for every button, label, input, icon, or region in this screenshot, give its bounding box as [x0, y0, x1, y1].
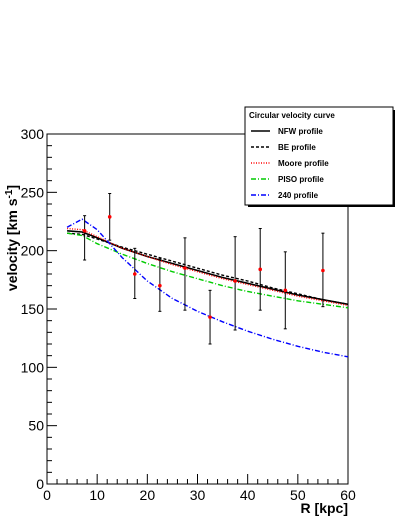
- series-line-4: [66, 218, 349, 358]
- data-point: [132, 272, 137, 276]
- legend-label-3: PISO profile: [278, 175, 324, 184]
- x-tick-label: 20: [140, 487, 156, 503]
- y-tick-label: 300: [21, 126, 45, 142]
- x-tick-label: 50: [290, 487, 306, 503]
- legend-shadow-bottom: [248, 205, 395, 207]
- y-axis-title: velocity [km s-1]: [4, 185, 20, 291]
- data-point: [283, 288, 288, 293]
- legend-label-1: BE profile: [278, 143, 316, 152]
- axis-ticks: [46, 133, 349, 485]
- y-tick-label: 250: [21, 184, 45, 200]
- data-point: [82, 229, 87, 233]
- y-tick-label: 150: [21, 301, 45, 317]
- data-point: [208, 315, 212, 319]
- x-axis-title: R [kpc]: [301, 500, 348, 516]
- legend-title: Circular velocity curve: [249, 111, 335, 120]
- x-tick-label: 40: [240, 487, 256, 503]
- legend-label-4: 240 profile: [278, 191, 319, 200]
- data-point: [107, 215, 112, 219]
- x-tick-label: 0: [43, 487, 51, 503]
- y-tick-label: 100: [21, 359, 45, 375]
- series-line-1: [67, 232, 349, 305]
- y-axis-title-close: ]: [4, 185, 20, 190]
- data-points-layer: [82, 193, 325, 345]
- data-point: [233, 279, 237, 283]
- legend: Circular velocity curve NFW profile BE pr…: [244, 106, 395, 207]
- series-line-2: [67, 227, 349, 307]
- series-line-3: [66, 232, 349, 309]
- data-point: [183, 266, 187, 270]
- y-axis-title-main: velocity [km s: [4, 198, 20, 291]
- legend-box: [244, 106, 394, 206]
- legend-label-0: NFW profile: [278, 127, 323, 136]
- series-line-0: [67, 230, 349, 306]
- x-tick-label: 10: [89, 487, 105, 503]
- y-tick-label: 200: [21, 243, 45, 259]
- tick-labels: 0 10 20 30 40 50 60 0 50 100 150 200 250 300: [21, 126, 356, 503]
- data-point: [158, 283, 162, 288]
- y-axis-title-sup: -1: [4, 189, 15, 198]
- data-point: [258, 267, 263, 272]
- legend-shadow-right: [393, 110, 395, 207]
- x-tick-label: 30: [190, 487, 206, 503]
- legend-entries: NFW profile BE profile Moore profile PISO p…: [251, 127, 329, 200]
- data-point: [321, 268, 325, 273]
- y-tick-label: 0: [36, 476, 44, 492]
- x-tick-label: 60: [340, 487, 356, 503]
- curves-layer: [66, 218, 349, 358]
- legend-label-2: Moore profile: [278, 159, 329, 168]
- y-tick-label: 50: [28, 418, 44, 434]
